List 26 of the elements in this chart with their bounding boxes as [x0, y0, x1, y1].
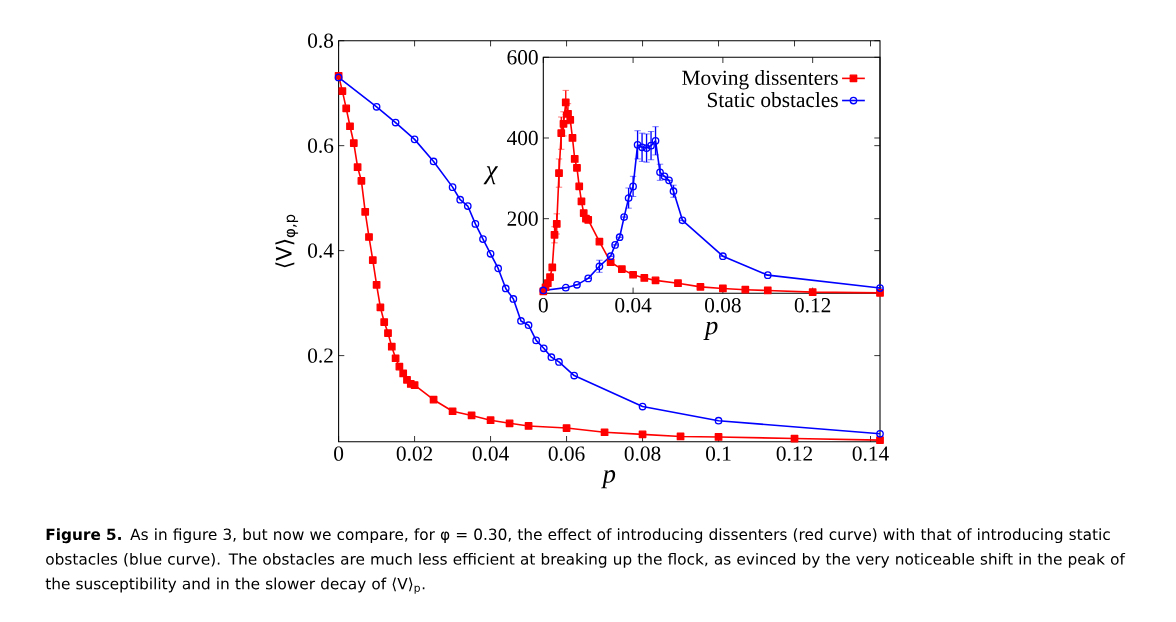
x-tick-label: 0.04 [472, 446, 509, 461]
x-tick-label: 0.04 [615, 298, 652, 313]
y-axis-title: χ [483, 166, 498, 185]
y-tick-label: 0.8 [308, 33, 334, 48]
x-tick-label: 0.1 [706, 446, 731, 461]
y-axis-title: ⟨V⟩$_{φ,p}$ [275, 214, 299, 268]
x-axis-title: p [703, 321, 718, 340]
y-tick-label: 0.4 [308, 243, 334, 258]
text: Figure 5. As in figure 3, but now we compare, for φ = 0.30, the effect of introducing dissenters (red curve) with that of introducing static obstacles (blue curve). The obstacles are much less efficient at breaking up the flock, as evinced by the very noticeable shift in the peak of the susceptibility and in the slower decay of ⟨V⟩$_{p}$. [45, 528, 1126, 594]
x-axis-title: p [601, 470, 616, 489]
x-tick-label: 0.08 [705, 298, 741, 313]
x-tick-label: 0 [334, 446, 344, 461]
y-tick-label: 0.6 [308, 138, 334, 153]
x-tick-label: 0 [538, 298, 548, 313]
legend-label: Moving dissenters [682, 69, 838, 90]
legend-label: Static obstacles [707, 92, 838, 108]
x-tick-label: 0.14 [852, 446, 889, 461]
y-tick-label: 0.2 [308, 348, 333, 363]
x-tick-label: 0.12 [794, 298, 831, 313]
x-tick-label: 0.12 [776, 446, 813, 461]
y-tick-label: 200 [507, 211, 538, 226]
x-tick-label: 0.08 [624, 446, 661, 461]
y-tick-label: 600 [507, 50, 538, 65]
x-tick-label: 0.02 [396, 446, 433, 461]
y-tick-label: 400 [507, 130, 538, 146]
x-tick-label: 0.06 [548, 446, 585, 461]
